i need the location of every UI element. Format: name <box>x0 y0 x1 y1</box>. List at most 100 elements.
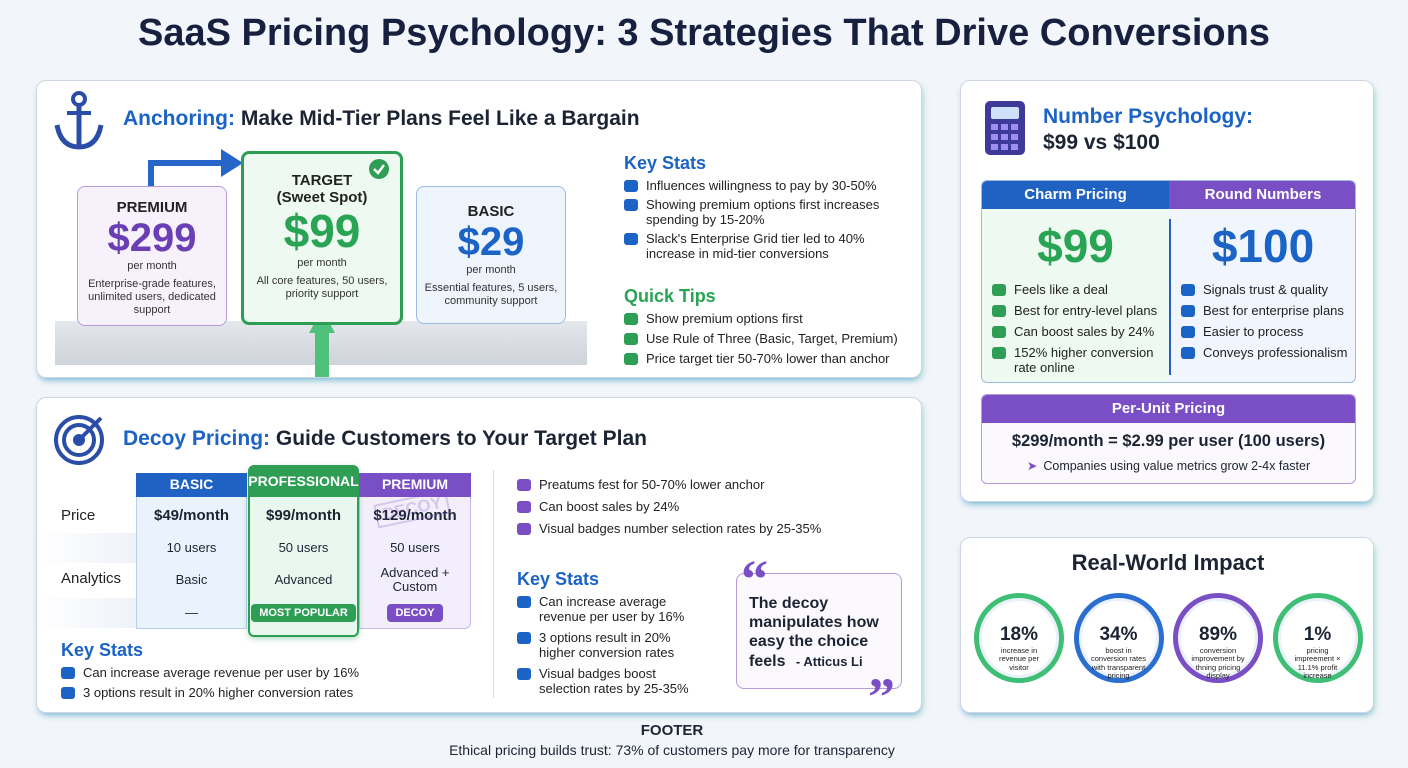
bullet-icon <box>1181 284 1195 296</box>
impact-label: increase in revenue per visitor <box>998 646 1040 672</box>
table-cell: $49/month <box>136 501 247 531</box>
cell-text: Advanced + Custom <box>380 564 450 594</box>
bullet-icon <box>992 304 1006 317</box>
key-stats-title: Key Stats <box>61 640 144 660</box>
quote-mark: ” <box>868 667 895 727</box>
list-item: Easier to process <box>1181 323 1353 340</box>
column-header: PROFESSIONAL <box>248 467 359 497</box>
tier-period: per month <box>297 256 347 269</box>
list-text: Price target tier 50-70% lower than anch… <box>646 350 890 366</box>
footer-title: FOOTER <box>640 722 704 739</box>
key-stats-title: Key Stats <box>517 569 600 589</box>
list-item: Showing premium options first increases … <box>624 196 909 228</box>
list-item: 152% higher conversion rate online <box>992 344 1164 376</box>
bullet-icon <box>517 631 531 644</box>
list-text: Showing premium options first increases … <box>646 196 880 227</box>
impact-value: 89% <box>1198 624 1238 645</box>
target-tier: TARGET (Sweet Spot) $99 per month All co… <box>241 151 403 325</box>
bullet-icon <box>1181 346 1195 359</box>
table-cell: 10 users <box>136 533 247 563</box>
impact-value: 18% <box>999 624 1039 645</box>
impact-value: 1% <box>1303 624 1332 645</box>
quick-tips-title: Quick Tips <box>624 286 716 306</box>
premium-tier: PREMIUM $299 per month Enterprise-grade … <box>77 186 227 326</box>
list-text: 3 options result in 20% higher conversio… <box>83 684 354 700</box>
anchor-arrow <box>148 149 243 187</box>
list-item: Best for entry-level plans <box>992 303 1164 319</box>
list-text: Slack's Enterprise Grid tier led to 40% … <box>646 230 865 261</box>
table-cell: $129/month <box>359 501 471 531</box>
list-text: 3 options result in 20% higher conversio… <box>539 629 675 660</box>
list-text: Influences willingness to pay by 30-50% <box>646 178 877 193</box>
list-text: Can boost sales by 24% <box>539 498 680 514</box>
mid-stats: Can increase average revenue per user by… <box>517 594 707 697</box>
bullet-icon <box>517 500 531 513</box>
column-divider <box>1169 219 1171 375</box>
bullet-icon <box>61 686 75 699</box>
table-cell: Basic <box>136 564 247 596</box>
bullet-icon <box>992 284 1006 296</box>
bullet-icon <box>624 332 638 345</box>
table-cell: Advanced + Custom <box>359 564 471 596</box>
list-text: Can increase average revenue per user by… <box>539 594 685 624</box>
bullet-icon <box>517 479 531 491</box>
round-header: Round Numbers <box>1169 181 1355 209</box>
column-header: BASIC <box>136 473 247 497</box>
list-item: Slack's Enterprise Grid tier led to 40% … <box>624 230 909 262</box>
list-item: Visual badges boost selection rates by 2… <box>517 666 707 697</box>
list-item: Visual badges number selection rates by … <box>517 521 877 537</box>
tier-name: TARGET (Sweet Spot) <box>276 172 368 206</box>
tier-description: Enterprise-grade features, unlimited use… <box>88 278 216 317</box>
list-item: Best for enterprise plans <box>1181 303 1353 319</box>
list-item: 3 options result in 20% higher conversio… <box>517 629 707 661</box>
calculator-icon <box>985 101 1025 155</box>
list-text: Easier to process <box>1203 323 1304 339</box>
price-text: $99/month <box>265 506 341 524</box>
tier-name: PREMIUM <box>116 199 188 216</box>
price-text: $49/month <box>153 506 229 524</box>
cell-text: Advanced <box>274 571 333 587</box>
target-icon <box>54 415 104 465</box>
cell-text: 10 users <box>166 539 217 555</box>
list-item: Signals trust & quality <box>1181 282 1353 298</box>
list-item: Price target tier 50-70% lower than anch… <box>624 350 914 367</box>
comparison-table: Charm Pricing Round Numbers $99 $100 Fee… <box>981 180 1356 383</box>
list-item: 3 options result in 20% higher conversio… <box>61 684 481 701</box>
anchoring-panel: Anchoring: Make Mid-Tier Plans Feel Like… <box>36 80 922 378</box>
bullet-icon <box>1181 304 1195 317</box>
list-text: Can increase average revenue per user by… <box>83 665 360 680</box>
per-unit-formula: $299/month = $2.99 per user (100 users) <box>1011 432 1326 450</box>
premium-column <box>359 473 471 629</box>
quote-text: The decoy manipulates how easy the choic… <box>749 595 879 670</box>
list-text: 152% higher conversion rate online <box>1014 344 1154 375</box>
key-stats-title: Key Stats <box>624 153 707 173</box>
bullet-icon <box>624 198 638 211</box>
cell-text: 50 users <box>278 539 329 555</box>
tier-period: per month <box>466 264 516 276</box>
list-text: Show premium options first <box>646 311 803 326</box>
list-item: Can increase average revenue per user by… <box>61 665 481 681</box>
impact-ring: 18% increase in revenue per visitor <box>974 593 1064 683</box>
number-panel: Number Psychology: $99 vs $100 Charm Pri… <box>960 80 1374 502</box>
quick-tips: Show premium options first Use Rule of Th… <box>624 311 914 367</box>
table-cell: $99/month <box>248 501 359 531</box>
tier-description: All core features, 50 users, priority su… <box>256 274 388 300</box>
quote-mark: “ <box>741 549 768 609</box>
bullet-icon <box>992 325 1006 338</box>
bullet-icon <box>517 522 531 535</box>
list-item: Can boost sales by 24% <box>517 498 877 515</box>
decoy-heading: Decoy Pricing: Guide Customers to Your T… <box>123 427 647 450</box>
row-band <box>37 598 136 628</box>
per-unit-box: Per-Unit Pricing $299/month = $2.99 per … <box>981 394 1356 484</box>
column-header: PREMIUM <box>359 473 471 497</box>
bullet-icon <box>517 596 531 608</box>
cell-text: 50 users <box>390 539 440 555</box>
tier-period: per month <box>127 260 177 272</box>
tier-name: BASIC <box>467 203 515 220</box>
tier-price: $29 <box>457 220 525 264</box>
list-item: Can boost sales by 24% <box>992 324 1164 340</box>
basic-tier: BASIC $29 per month Essential features, … <box>416 186 566 324</box>
bullet-icon <box>624 180 638 192</box>
impact-ring: 1% pricing impreement × 11.1% profit incr… <box>1272 593 1363 683</box>
